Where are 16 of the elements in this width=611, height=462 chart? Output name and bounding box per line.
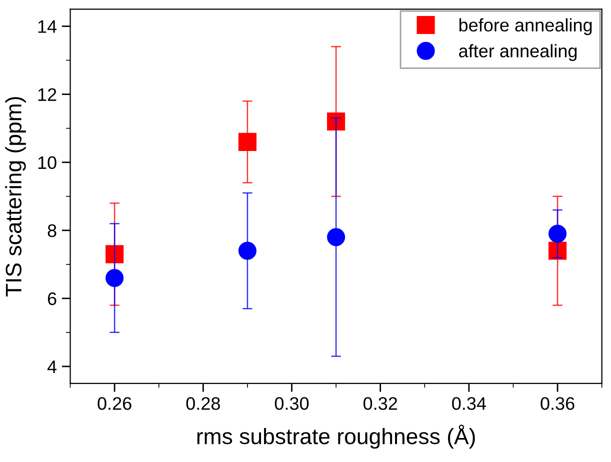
x-tick-label: 0.36: [540, 397, 574, 410]
y-tick-label: 10: [38, 156, 56, 170]
x-tick-label: 0.26: [98, 397, 132, 410]
y-tick-label: 12: [38, 88, 56, 101]
x-tick-label: 0.28: [186, 397, 220, 410]
y-tick-label: 6: [48, 292, 56, 306]
legend-label: after annealing: [459, 44, 577, 61]
legend-label: before annealing: [459, 18, 592, 36]
x-axis-title: rms substrate roughness (Å): [197, 424, 475, 449]
x-tick-label: 0.34: [452, 397, 486, 410]
x-tick-label: 0.30: [274, 397, 309, 410]
y-tick-label: 4: [47, 360, 57, 373]
y-tick-label: 14: [38, 20, 57, 33]
x-tick-label: 0.32: [363, 397, 398, 410]
y-axis-title: TIS scattering (ppm): [5, 97, 26, 296]
y-tick-label: 8: [48, 224, 56, 238]
